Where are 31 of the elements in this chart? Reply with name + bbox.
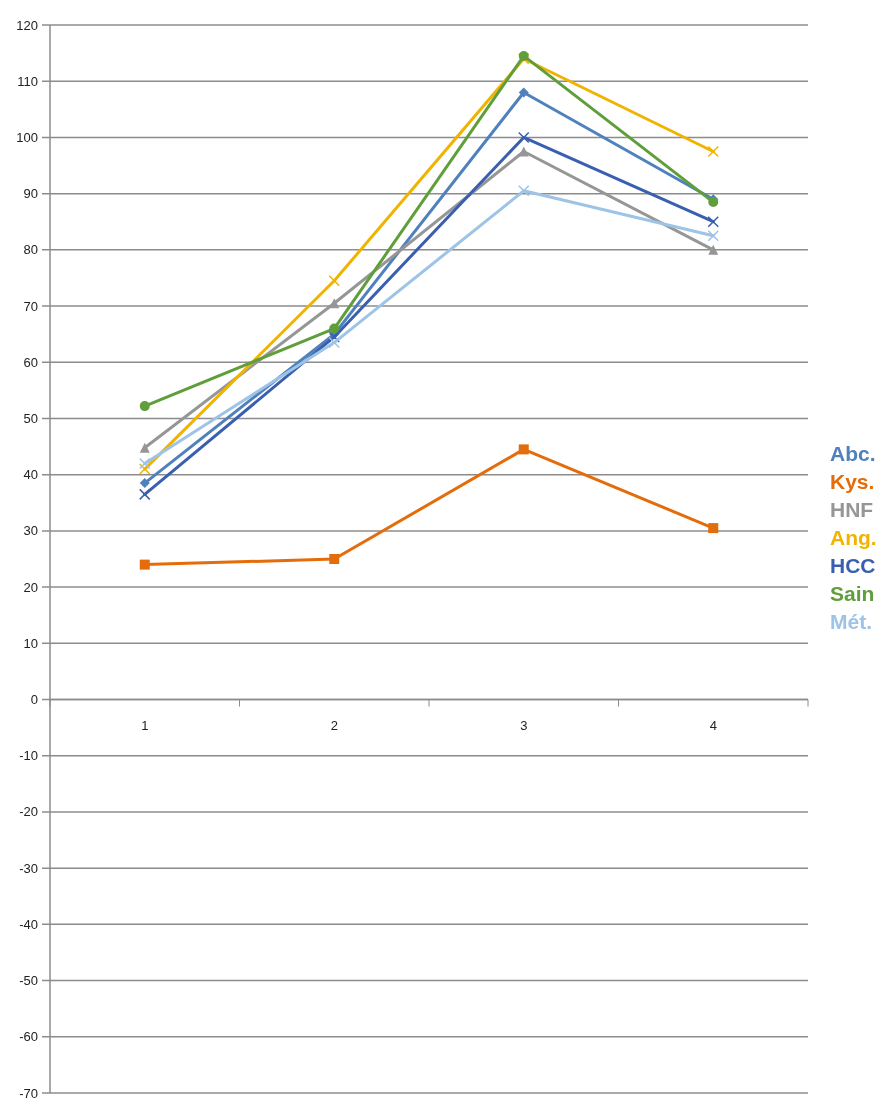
text: HCC (830, 553, 876, 577)
y-tick-label: 60 (23, 354, 38, 370)
y-tick-label: -60 (19, 1029, 38, 1045)
y-tick-label: -70 (19, 1085, 38, 1099)
y-tick-label: 70 (23, 298, 38, 314)
y-tick-label: 80 (23, 242, 38, 258)
y-tick-label: 100 (16, 129, 38, 145)
x-tick-label: 1 (141, 717, 149, 733)
text: Kys. (830, 469, 875, 493)
y-tick-label: -10 (19, 748, 38, 764)
y-tick-label: 90 (23, 186, 38, 202)
y-tick-label: 0 (30, 692, 38, 708)
y-tick-label: -40 (19, 916, 38, 932)
y-tick-label: -50 (19, 973, 38, 989)
y-tick-label: 20 (23, 579, 38, 595)
y-tick-label: -20 (19, 804, 38, 820)
y-tick-label: 50 (23, 411, 38, 427)
text: Mét. (830, 609, 872, 633)
y-tick-label: -30 (19, 860, 38, 876)
x-tick-label: 2 (330, 717, 338, 733)
x-tick-label: 3 (520, 717, 528, 733)
text: Ang. (830, 525, 877, 549)
text: HNF (830, 497, 874, 521)
y-tick-label: 30 (23, 523, 38, 539)
text: Sain (830, 581, 875, 605)
y-tick-label: 110 (17, 73, 38, 89)
text: Abc. (830, 441, 876, 465)
y-tick-label: 10 (23, 635, 38, 651)
y-tick-label: 120 (16, 17, 38, 33)
x-tick-label: 4 (709, 717, 717, 733)
y-tick-label: 40 (23, 467, 38, 483)
